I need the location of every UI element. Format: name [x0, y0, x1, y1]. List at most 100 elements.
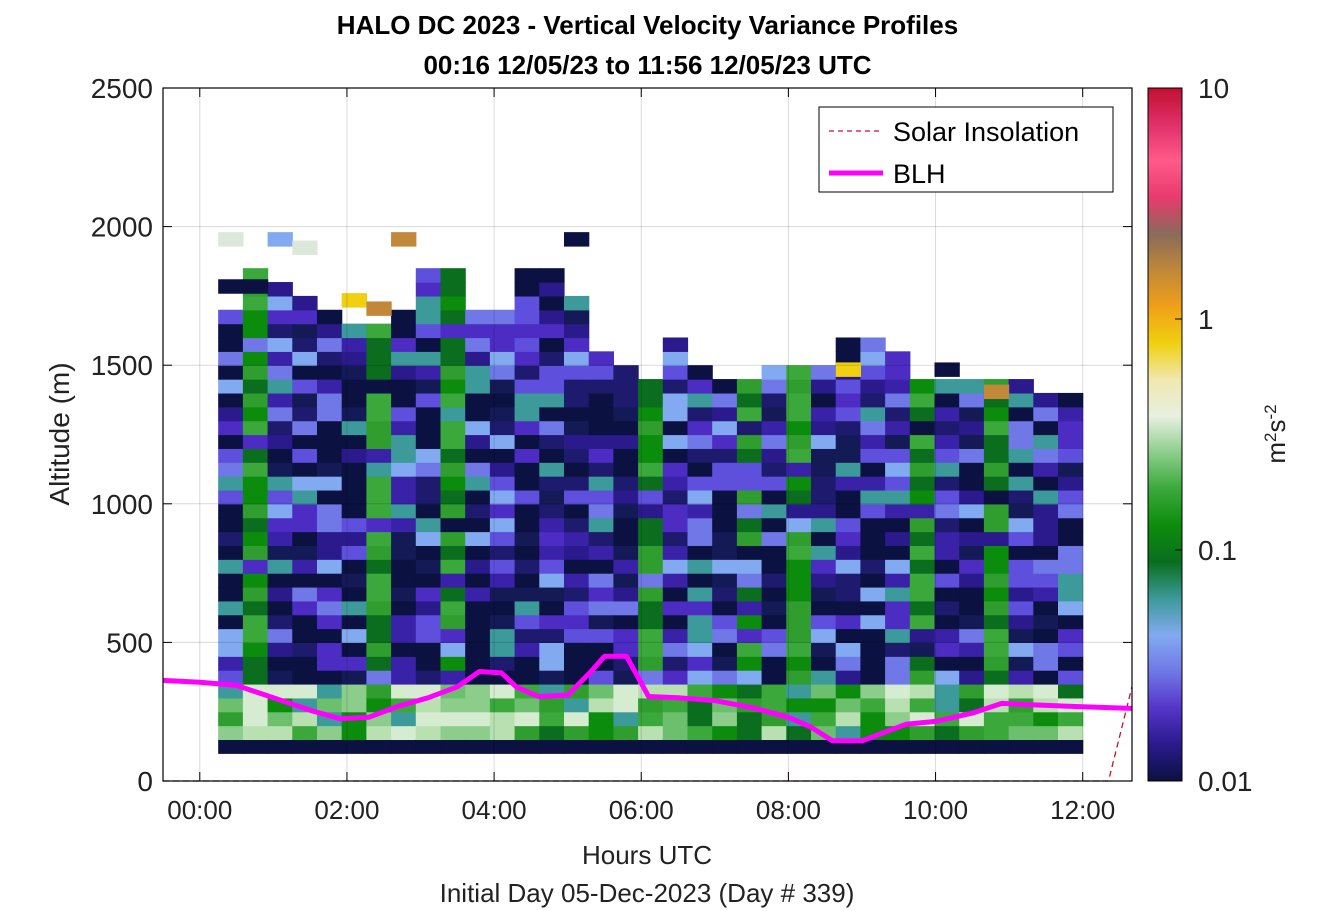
heatmap-cell — [811, 559, 837, 574]
y-tick-label: 1000 — [91, 489, 153, 520]
heatmap-cell — [341, 600, 367, 616]
heatmap-cell — [267, 559, 293, 574]
heatmap-cell — [366, 392, 392, 408]
heatmap-cell — [712, 531, 738, 546]
heatmap-cell — [391, 725, 417, 741]
heatmap-cell — [440, 365, 466, 380]
heatmap-cell — [1058, 489, 1084, 505]
heatmap-cell — [934, 392, 960, 408]
heatmap-cell — [242, 656, 269, 671]
heatmap-cell — [415, 489, 442, 505]
heatmap-cell — [983, 600, 1010, 616]
heatmap-cell — [465, 406, 491, 422]
x-tick-label: 00:00 — [167, 795, 232, 825]
heatmap-cell — [341, 448, 367, 463]
heatmap-cell — [366, 573, 392, 588]
heatmap-cell — [563, 628, 590, 643]
heatmap-cell — [934, 697, 960, 713]
heatmap-cell — [539, 545, 565, 560]
heatmap-cell — [736, 503, 763, 519]
heatmap-cell — [860, 489, 886, 505]
heatmap-cell — [1008, 711, 1034, 727]
heatmap-cell — [860, 600, 886, 616]
heatmap-cell — [267, 725, 293, 741]
heatmap-cell — [465, 420, 491, 436]
heatmap-cell — [638, 642, 664, 657]
heatmap-cell — [539, 614, 565, 630]
heatmap-cell — [786, 628, 812, 643]
heatmap-cell — [662, 545, 689, 560]
heatmap-cell — [316, 670, 343, 685]
heatmap-cell — [341, 545, 367, 560]
heatmap-cell — [514, 697, 540, 713]
heatmap-cell — [687, 739, 713, 754]
heatmap-cell — [712, 683, 738, 699]
heatmap-cell — [885, 614, 911, 630]
heatmap-cell — [489, 448, 516, 463]
heatmap-cell — [885, 434, 911, 449]
heatmap-cell — [465, 614, 491, 630]
heatmap-cell — [885, 586, 911, 602]
heatmap-cell — [366, 725, 392, 741]
heatmap-cell — [514, 503, 540, 519]
heatmap-cell — [934, 600, 960, 616]
heatmap-cell — [415, 614, 442, 630]
heatmap-cell — [934, 739, 960, 754]
heatmap-cell — [218, 462, 244, 477]
heatmap-cell — [687, 489, 713, 505]
heatmap-cell — [687, 586, 713, 602]
heatmap-cell — [1033, 711, 1059, 727]
heatmap-cell — [638, 531, 664, 546]
heatmap-cell — [316, 586, 343, 602]
heatmap-cell — [613, 489, 639, 505]
heatmap-cell — [1033, 656, 1059, 671]
heatmap-cell — [811, 517, 837, 533]
heatmap-cell — [687, 683, 713, 699]
heatmap-cell — [885, 503, 911, 519]
heatmap-cell — [662, 683, 689, 699]
heatmap-cell — [736, 448, 763, 463]
heatmap-cell — [860, 448, 886, 463]
heatmap-cell — [391, 323, 417, 339]
heatmap-cell — [341, 573, 367, 588]
heatmap-cell — [1058, 406, 1084, 422]
heatmap-cell — [218, 448, 244, 463]
heatmap-cell — [440, 323, 466, 339]
heatmap-cell — [218, 309, 244, 325]
heatmap-cell — [983, 642, 1010, 657]
heatmap-cell — [415, 268, 442, 283]
heatmap-cell — [1058, 600, 1084, 616]
heatmap-cell — [736, 739, 763, 754]
heatmap-cell — [440, 586, 466, 602]
heatmap-cell — [514, 268, 540, 283]
heatmap-cell — [811, 489, 837, 505]
heatmap-cell — [712, 573, 738, 588]
heatmap-cell — [983, 573, 1010, 588]
heatmap-cell — [514, 462, 540, 477]
heatmap-cell — [983, 476, 1010, 491]
heatmap-cell — [465, 711, 491, 727]
heatmap-cell — [638, 559, 664, 574]
heatmap-cell — [885, 420, 911, 436]
heatmap-cell — [366, 614, 392, 630]
heatmap-cell — [415, 545, 442, 560]
heatmap-cell — [662, 379, 689, 394]
heatmap-cell — [761, 670, 787, 685]
heatmap-cell — [662, 725, 689, 741]
heatmap-cell — [1058, 656, 1084, 671]
heatmap-cell — [983, 614, 1010, 630]
heatmap-cell — [292, 586, 318, 602]
heatmap-cell — [440, 614, 466, 630]
heatmap-cell — [1033, 642, 1059, 657]
heatmap-cell — [465, 351, 491, 366]
heatmap-cell — [489, 656, 516, 671]
heatmap-cell — [267, 670, 293, 685]
heatmap-cell — [489, 531, 516, 546]
heatmap-cell — [588, 531, 614, 546]
heatmap-cell — [983, 517, 1010, 533]
heatmap-cell — [1008, 559, 1034, 574]
heatmap-cell — [1058, 476, 1084, 491]
heatmap-cell — [736, 656, 763, 671]
heatmap-cell — [662, 448, 689, 463]
heatmap-cell — [267, 337, 293, 352]
